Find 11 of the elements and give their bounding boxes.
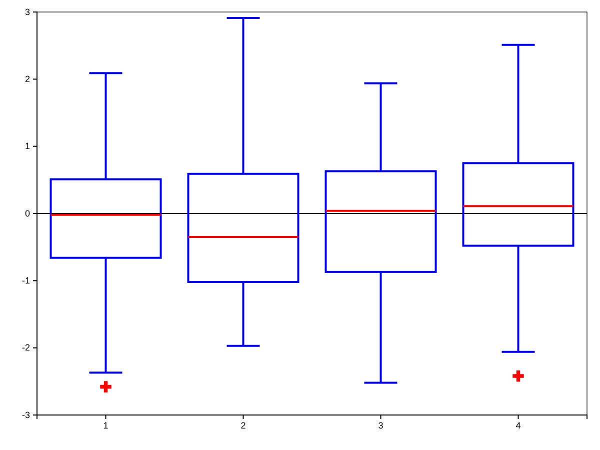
x-tick-label: 3 bbox=[378, 420, 384, 430]
x-tick-label: 2 bbox=[240, 420, 246, 430]
y-tick-label: -3 bbox=[22, 410, 30, 420]
x-tick-label: 1 bbox=[103, 420, 108, 430]
y-tick-label: -2 bbox=[22, 342, 30, 353]
x-tick-label: 4 bbox=[516, 420, 521, 430]
y-tick-label: -1 bbox=[22, 276, 30, 286]
y-tick-label: 1 bbox=[24, 141, 30, 152]
y-tick-label: 2 bbox=[24, 74, 30, 84]
y-tick-label: 0 bbox=[24, 208, 30, 218]
y-tick-label: 3 bbox=[24, 6, 30, 17]
